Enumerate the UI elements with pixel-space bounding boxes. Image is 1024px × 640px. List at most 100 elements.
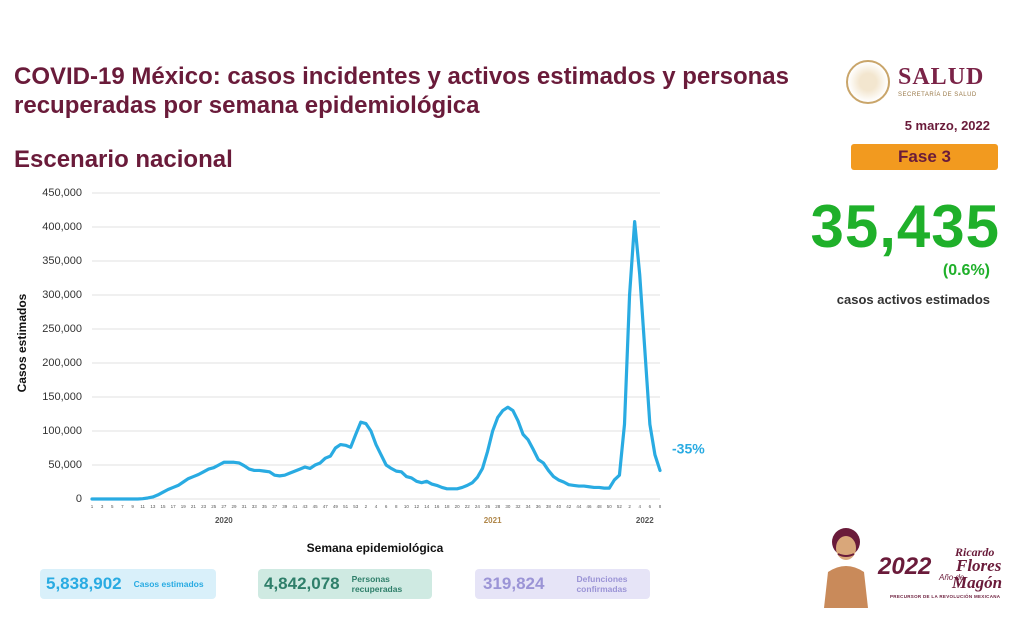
x-tick-label: 36 <box>536 504 542 509</box>
x-tick-label: 5 <box>111 504 114 509</box>
x-tick-label: 37 <box>272 504 278 509</box>
x-tick-label: 31 <box>242 504 248 509</box>
x-tick-label: 48 <box>597 504 603 509</box>
x-tick-label: 44 <box>576 504 582 509</box>
total-value: 319,824 <box>483 574 545 593</box>
logo-caption: Año de <box>939 573 965 582</box>
active-label: casos activos estimados <box>836 292 990 307</box>
x-tick-label: 30 <box>505 504 511 509</box>
x-tick-label: 8 <box>395 504 398 509</box>
x-tick-label: 34 <box>526 504 532 509</box>
x-tick-label: 32 <box>515 504 521 509</box>
total-label: Defunciones confirmadas <box>576 574 628 594</box>
x-tick-label: 22 <box>465 504 471 509</box>
x-tick-label: 42 <box>566 504 572 509</box>
x-tick-label: 38 <box>546 504 552 509</box>
active-percent: (0.6%) <box>942 262 990 279</box>
y-axis-label: Casos estimados <box>15 293 29 392</box>
total-box: 4,842,078 Personas recuperadas <box>258 569 432 599</box>
logo-name: Ricardo <box>955 545 995 559</box>
y-tick-label: 0 <box>76 493 82 505</box>
y-tick-label: 250,000 <box>42 323 82 335</box>
logo-name: Flores <box>956 556 1002 575</box>
x-tick-label: 21 <box>191 504 197 509</box>
y-tick-label: 150,000 <box>42 391 82 403</box>
y-tick-label: 400,000 <box>42 221 82 233</box>
date: 5 marzo, 2022 <box>904 118 990 133</box>
x-tick-label: 39 <box>282 504 288 509</box>
x-tick-label: 9 <box>131 504 134 509</box>
x-tick-label: 2 <box>628 504 631 509</box>
logo-caption: PRECURSOR DE LA REVOLUCIÓN MEXICANA <box>890 594 1001 599</box>
x-tick-label: 25 <box>211 504 217 509</box>
x-tick-label: 35 <box>262 504 268 509</box>
x-tick-label: 40 <box>556 504 562 509</box>
x-tick-label: 33 <box>252 504 258 509</box>
x-tick-label: 2 <box>365 504 368 509</box>
x-tick-label: 3 <box>101 504 104 509</box>
logo-subtitle: SECRETARÍA DE SALUD <box>898 92 977 98</box>
x-tick-label: 23 <box>201 504 207 509</box>
x-tick-label: 53 <box>353 504 359 509</box>
x-tick-label: 52 <box>617 504 623 509</box>
annotation: -35% <box>672 441 705 457</box>
phase-badge: Fase 3 <box>851 144 998 170</box>
x-group-label: 2020 <box>215 516 233 525</box>
x-tick-label: 47 <box>323 504 329 509</box>
x-tick-label: 6 <box>385 504 388 509</box>
x-tick-label: 20 <box>455 504 461 509</box>
x-tick-label: 19 <box>181 504 187 509</box>
chart-subtitle: Escenario nacional <box>14 146 233 173</box>
y-tick-label: 450,000 <box>42 187 82 199</box>
x-tick-label: 16 <box>434 504 440 509</box>
x-tick-label: 45 <box>313 504 319 509</box>
x-tick-label: 4 <box>375 504 378 509</box>
total-label: Personas recuperadas <box>351 574 403 594</box>
x-axis-label: Semana epidemiológica <box>307 541 444 555</box>
total-box: 5,838,902 Casos estimados <box>40 569 216 599</box>
chart-title: COVID-19 México: casos incidentes y acti… <box>14 63 789 119</box>
x-tick-label: 26 <box>485 504 491 509</box>
x-tick-label: 49 <box>333 504 339 509</box>
x-tick-label: 15 <box>160 504 166 509</box>
total-value: 5,838,902 <box>46 574 122 593</box>
x-tick-label: 8 <box>659 504 662 509</box>
total-value: 4,842,078 <box>264 574 340 593</box>
logo-name: Magón <box>952 573 1003 592</box>
x-tick-label: 10 <box>404 504 410 509</box>
x-tick-label: 4 <box>638 504 641 509</box>
y-tick-label: 100,000 <box>42 425 82 437</box>
total-box: 319,824 Defunciones confirmadas <box>475 569 650 599</box>
x-tick-label: 12 <box>414 504 420 509</box>
x-tick-label: 28 <box>495 504 501 509</box>
x-tick-label: 13 <box>150 504 156 509</box>
x-tick-label: 46 <box>586 504 592 509</box>
x-tick-label: 14 <box>424 504 430 509</box>
x-tick-label: 6 <box>649 504 652 509</box>
x-tick-label: 41 <box>292 504 298 509</box>
portrait-face <box>836 536 856 560</box>
x-tick-label: 50 <box>607 504 613 509</box>
total-label: Casos estimados <box>133 579 204 589</box>
portrait-body <box>824 566 868 608</box>
x-tick-label: 27 <box>221 504 227 509</box>
seal-icon <box>846 60 890 104</box>
x-tick-label: 7 <box>121 504 124 509</box>
x-tick-label: 51 <box>343 504 349 509</box>
y-tick-label: 50,000 <box>48 459 82 471</box>
x-tick-label: 17 <box>171 504 177 509</box>
x-tick-label: 1 <box>91 504 94 509</box>
portrait-icon <box>824 528 868 608</box>
logo-text: SALUD <box>898 64 985 90</box>
y-tick-label: 200,000 <box>42 357 82 369</box>
x-group-label: 2022 <box>636 516 654 525</box>
logo-year: 2022 <box>878 553 932 580</box>
x-tick-label: 11 <box>140 504 145 509</box>
x-tick-label: 43 <box>302 504 308 509</box>
x-tick-label: 18 <box>444 504 450 509</box>
y-tick-label: 350,000 <box>42 255 82 267</box>
active-cases: 35,435 <box>810 193 1000 260</box>
x-tick-label: 24 <box>475 504 481 509</box>
